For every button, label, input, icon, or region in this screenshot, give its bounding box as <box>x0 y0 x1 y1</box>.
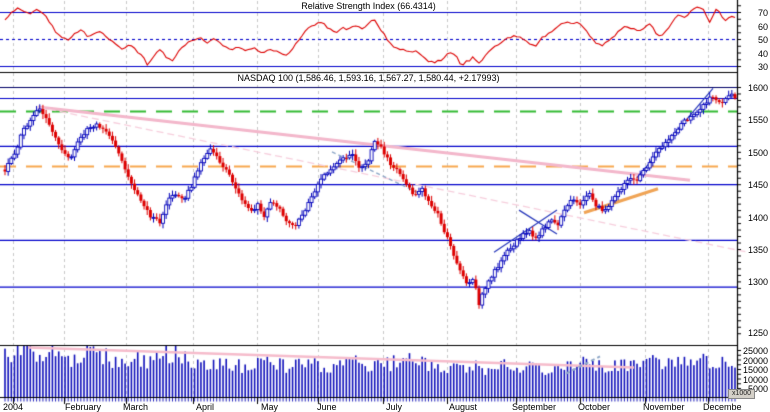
price-axis-label: 1450 <box>747 180 768 191</box>
x-axis-month-labels: 2004 February March April May June July August S… <box>3 402 742 412</box>
price-axis-label: 1350 <box>747 245 768 255</box>
rsi-axis-label: 40 <box>757 48 768 59</box>
month-label: March <box>123 402 149 412</box>
main-panel-title: NASDAQ 100 (1,586.46, 1,593.16, 1,567.27… <box>237 73 500 83</box>
month-label: October <box>578 402 611 412</box>
price-axis-label: 1400 <box>747 212 768 223</box>
month-label: June <box>317 402 337 412</box>
volume-axis-label: 15000 <box>742 365 768 375</box>
price-axis-label: 1600 <box>747 83 768 93</box>
month-label: December <box>703 402 742 412</box>
rsi-axis-label: 50 <box>757 35 768 45</box>
price-axis-label: 1500 <box>747 147 768 158</box>
volume-axis-label: 25000 <box>742 346 768 356</box>
month-label: May <box>261 402 279 412</box>
volume-multiplier-badge: x1000 <box>728 389 755 399</box>
rsi-axis-label: 30 <box>757 62 768 72</box>
price-axis-label: 1300 <box>747 277 768 288</box>
month-label: February <box>65 402 102 412</box>
price-axis-label: 1550 <box>747 115 768 126</box>
month-label: September <box>512 402 557 412</box>
month-label: July <box>386 402 403 412</box>
rsi-axis-label: 60 <box>757 21 768 32</box>
volume-axis-label: 5000 <box>747 384 768 394</box>
rsi-axis-label: 70 <box>757 8 768 18</box>
rsi-panel-title: Relative Strength Index (66.4314) <box>301 1 436 11</box>
month-label: 2004 <box>3 402 24 412</box>
month-label: November <box>643 402 685 412</box>
volume-axis-label: 10000 <box>742 374 768 385</box>
price-axis-label: 1250 <box>747 328 768 338</box>
volume-axis-label: 20000 <box>742 355 768 366</box>
month-label: April <box>196 402 215 412</box>
month-label: August <box>449 402 478 412</box>
